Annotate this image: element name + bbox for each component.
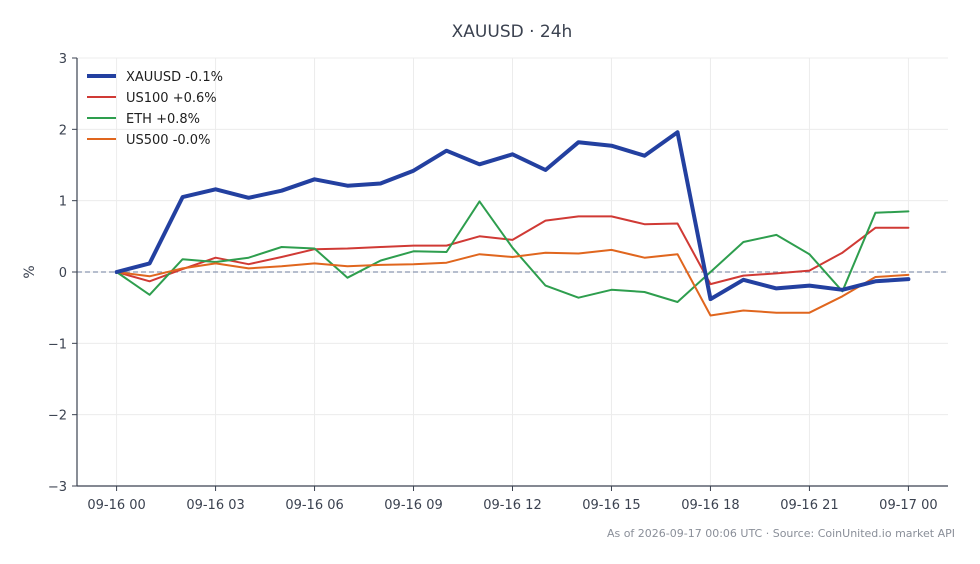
legend-label-2: ETH +0.8% [126, 112, 200, 127]
axes-layer: 3 2 1 0 −1 −2 −3 09-16 00 09-16 03 09-16 06 09-16 … [48, 52, 948, 513]
y-tick-label: 2 [59, 123, 67, 138]
chart-title: XAUUSD · 24h [452, 22, 573, 42]
x-tick-label: 09-16 12 [483, 498, 541, 513]
y-tick-label: −3 [48, 480, 67, 495]
x-tick-label: 09-16 21 [780, 498, 838, 513]
legend-label-1: US100 +0.6% [126, 91, 217, 106]
series-line-1 [115, 215, 910, 286]
legend: XAUUSD -0.1% US100 +0.6% ETH +0.8% US500 -0… [87, 70, 223, 148]
y-tick-label: 1 [59, 195, 67, 210]
x-tick-label: 09-16 00 [87, 498, 145, 513]
legend-label-0: XAUUSD -0.1% [126, 70, 223, 85]
y-tick-label: 0 [59, 266, 67, 281]
x-tick-label: 09-17 00 [879, 498, 937, 513]
y-tick-label: −2 [48, 409, 67, 424]
y-tick-label: −1 [48, 337, 67, 352]
series-layer [114, 130, 911, 317]
y-axis-label: % [22, 265, 38, 278]
legend-label-3: US500 -0.0% [126, 133, 210, 148]
x-tick-label: 09-16 03 [186, 498, 244, 513]
y-tick-label: 3 [59, 52, 67, 67]
x-tick-label: 09-16 06 [285, 498, 343, 513]
x-tick-label: 09-16 15 [582, 498, 640, 513]
x-tick-label: 09-16 18 [681, 498, 739, 513]
x-tick-label: 09-16 09 [384, 498, 442, 513]
series-line-0 [114, 130, 911, 302]
series-line-2 [115, 200, 910, 303]
grid-layer [77, 57, 948, 487]
series-line-3 [115, 248, 910, 317]
footer-source-note: As of 2026-09-17 00:06 UTC · Source: Coi… [607, 527, 955, 540]
